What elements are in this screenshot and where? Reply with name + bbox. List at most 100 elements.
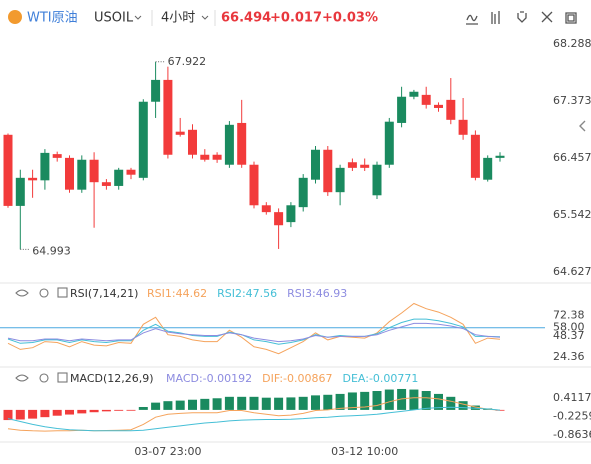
collapse-button[interactable] bbox=[579, 120, 586, 132]
macd-bar bbox=[188, 399, 197, 410]
candle-body bbox=[335, 167, 345, 193]
macd-bar bbox=[458, 401, 468, 410]
candle-body bbox=[151, 79, 161, 102]
settings-icon[interactable] bbox=[39, 288, 49, 298]
macd-bar bbox=[335, 393, 345, 410]
macd-bar bbox=[237, 396, 247, 410]
y-tick-label: 66.457 bbox=[553, 151, 591, 164]
candle-body bbox=[15, 177, 25, 206]
macd-bar bbox=[434, 393, 443, 410]
candle-body bbox=[286, 205, 296, 223]
last-price: 66.494 bbox=[221, 11, 271, 26]
macd-bar bbox=[3, 409, 13, 421]
macd-bar bbox=[261, 397, 271, 410]
tools-button[interactable] bbox=[517, 11, 527, 23]
price-change: +0.017 bbox=[270, 11, 322, 26]
candle-body bbox=[77, 159, 87, 190]
candle-body bbox=[65, 157, 74, 190]
macd-bar bbox=[249, 396, 259, 410]
chart-type-button[interactable] bbox=[491, 11, 500, 24]
candle-body bbox=[52, 154, 62, 158]
macd-bar bbox=[446, 396, 456, 410]
macd-bar bbox=[175, 400, 185, 410]
candle-body bbox=[138, 101, 148, 178]
expand-icon[interactable] bbox=[57, 287, 68, 298]
macd-bar bbox=[409, 389, 419, 410]
macd-bar bbox=[347, 392, 357, 410]
candle-body bbox=[360, 164, 370, 168]
settings-icon[interactable] bbox=[39, 373, 49, 383]
y-tick-label: 67.373 bbox=[553, 94, 591, 107]
x-tick-label: 03-07 23:00 bbox=[134, 445, 201, 458]
dropdown-icon[interactable] bbox=[134, 15, 142, 20]
interval[interactable]: 4小时 bbox=[161, 11, 195, 26]
macd-title: MACD(12,26,9) bbox=[70, 372, 154, 385]
high-label: 67.922 bbox=[168, 55, 207, 68]
y-tick-label: 24.36 bbox=[553, 350, 585, 363]
candle-body bbox=[434, 104, 443, 108]
y-tick-label: -0.22594 bbox=[553, 409, 591, 422]
y-tick-label: 65.542 bbox=[553, 208, 591, 221]
macd-bar bbox=[52, 409, 62, 416]
candle-body bbox=[323, 149, 333, 193]
macd-line bbox=[7, 406, 501, 432]
candle-body bbox=[421, 94, 431, 105]
legend-entry: DIF:-0.00867 bbox=[262, 372, 332, 385]
dropdown-icon[interactable] bbox=[201, 15, 209, 20]
candle-body bbox=[458, 119, 468, 135]
macd-bar bbox=[163, 401, 173, 410]
expand-icon[interactable] bbox=[57, 372, 68, 383]
candle-body bbox=[311, 149, 320, 180]
candle-body bbox=[261, 205, 271, 213]
candle-body bbox=[470, 134, 480, 178]
macd-bar bbox=[372, 391, 382, 410]
visibility-icon[interactable] bbox=[15, 289, 29, 297]
candle-body bbox=[298, 177, 308, 208]
x-tick-label: 03-12 10:00 bbox=[331, 445, 398, 458]
indicator-button[interactable] bbox=[466, 14, 478, 25]
candle-body bbox=[249, 164, 259, 206]
y-tick-label: 48.37 bbox=[553, 329, 585, 342]
candle-body bbox=[28, 177, 38, 181]
y-tick-label: 64.627 bbox=[553, 265, 591, 278]
candle-body bbox=[101, 182, 111, 186]
reference-label: 58.00 bbox=[553, 321, 585, 334]
candle-body bbox=[483, 157, 493, 180]
low-label: 64.993 bbox=[32, 244, 71, 257]
candle-body bbox=[200, 154, 210, 160]
macd-bar bbox=[274, 397, 284, 410]
fullscreen-button[interactable] bbox=[565, 12, 577, 24]
candle-body bbox=[175, 131, 185, 135]
visibility-icon[interactable] bbox=[15, 374, 29, 382]
candle-body bbox=[372, 164, 382, 196]
macd-bar bbox=[200, 398, 210, 410]
rsi-line bbox=[7, 302, 501, 355]
macd-bar bbox=[138, 406, 148, 410]
rsi-line bbox=[7, 322, 501, 343]
rsi-line bbox=[7, 318, 501, 345]
legend-entry: RSI2:47.56 bbox=[217, 287, 277, 300]
legend-entry: DEA:-0.00771 bbox=[343, 372, 419, 385]
symbol-code[interactable]: USOIL bbox=[94, 11, 134, 26]
draw-button[interactable] bbox=[541, 11, 553, 23]
legend-entry: RSI3:46.93 bbox=[287, 287, 347, 300]
candle-body bbox=[3, 134, 13, 206]
macd-bar bbox=[224, 396, 234, 410]
macd-bar bbox=[151, 402, 161, 410]
candle-body bbox=[347, 162, 357, 168]
y-tick-label: -0.86364 bbox=[553, 428, 591, 441]
macd-bar bbox=[421, 391, 431, 410]
price-change-pct: +0.03% bbox=[322, 11, 378, 26]
macd-bar bbox=[495, 409, 505, 411]
macd-bar bbox=[28, 409, 38, 419]
macd-bar bbox=[101, 409, 111, 412]
macd-bar bbox=[323, 394, 333, 410]
macd-bar bbox=[397, 388, 407, 410]
candle-body bbox=[114, 169, 124, 186]
y-tick-label: 0.41176 bbox=[553, 391, 591, 404]
candle-body bbox=[446, 99, 456, 120]
candle-body bbox=[237, 122, 247, 165]
symbol-name[interactable]: WTI原油 bbox=[27, 11, 78, 26]
